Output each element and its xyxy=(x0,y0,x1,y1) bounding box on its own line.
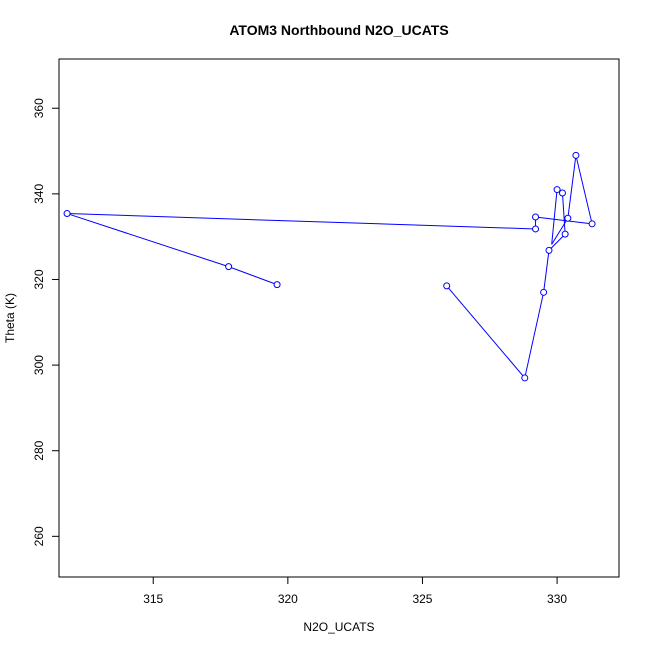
data-point xyxy=(521,374,529,382)
y-tick-label: 260 xyxy=(32,526,46,546)
y-tick-label: 280 xyxy=(32,440,46,460)
y-axis-label: Theta (K) xyxy=(3,293,17,343)
data-point xyxy=(273,281,281,289)
data-point xyxy=(540,288,548,296)
data-point xyxy=(588,220,596,228)
plot-frame xyxy=(58,58,620,578)
x-tick-label: 325 xyxy=(412,592,432,606)
series-line-segment xyxy=(548,233,566,251)
y-tick-label: 360 xyxy=(32,98,46,118)
series-lines xyxy=(66,155,593,379)
x-tick-label: 315 xyxy=(143,592,163,606)
series-line-segment xyxy=(551,217,569,245)
data-point xyxy=(564,214,572,222)
y-tick-label: 320 xyxy=(32,269,46,289)
series-line-segment xyxy=(561,192,566,235)
chart-title: ATOM3 Northbound N2O_UCATS xyxy=(229,22,448,38)
series-line-segment xyxy=(575,155,593,224)
series-line-segment xyxy=(446,285,526,379)
data-point xyxy=(63,210,71,218)
data-point xyxy=(553,186,561,194)
x-tick-label: 330 xyxy=(547,592,567,606)
series-line-segment xyxy=(66,213,229,268)
data-point xyxy=(545,246,553,254)
series-line-segment xyxy=(567,155,577,219)
series-line-segment xyxy=(524,292,545,379)
x-axis: 315 320 325 330 xyxy=(143,576,567,606)
data-point xyxy=(532,225,540,233)
data-point xyxy=(558,189,566,197)
y-tick-label: 300 xyxy=(32,355,46,375)
y-tick-label: 340 xyxy=(32,184,46,204)
series-line-segment xyxy=(67,213,536,230)
data-point xyxy=(225,263,233,271)
series-points xyxy=(63,151,596,382)
data-point xyxy=(572,151,580,159)
series-line-segment xyxy=(228,266,278,286)
series-line-segment xyxy=(551,189,558,245)
x-tick-label: 320 xyxy=(278,592,298,606)
y-axis: 260 280 300 320 340 360 xyxy=(32,98,60,546)
data-point xyxy=(561,230,569,238)
x-axis-label: N2O_UCATS xyxy=(303,620,374,634)
data-point xyxy=(532,213,540,221)
data-point xyxy=(443,282,451,290)
series-line-segment xyxy=(543,250,550,293)
